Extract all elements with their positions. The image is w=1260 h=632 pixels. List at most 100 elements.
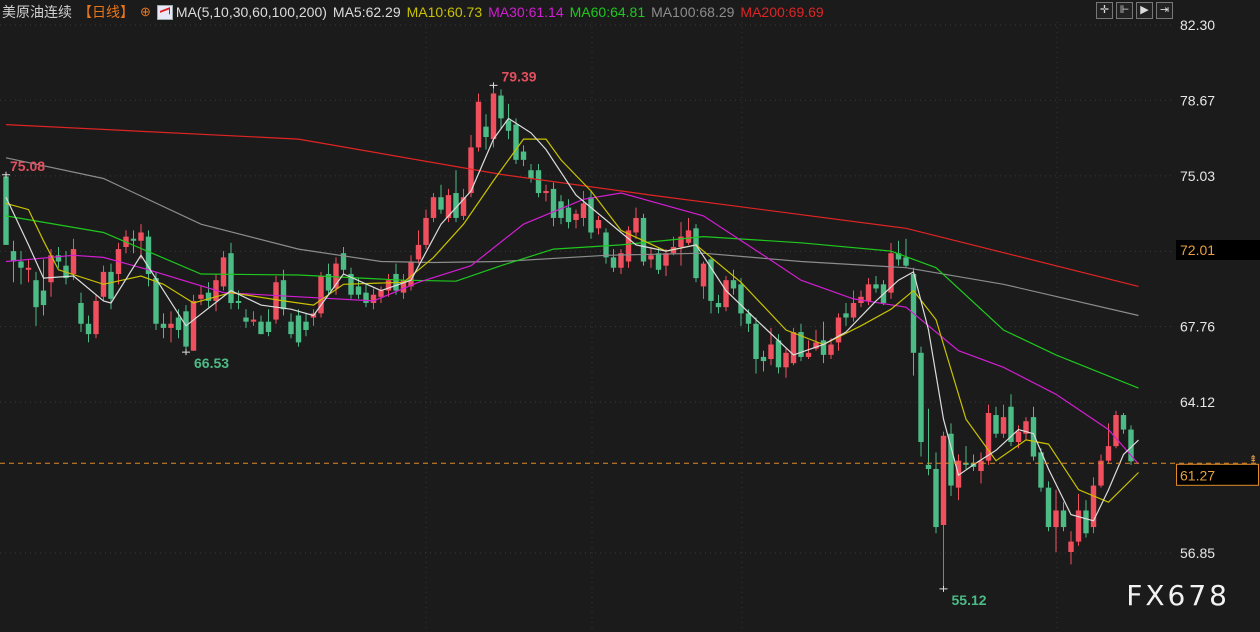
extreme-marker-icon (939, 585, 948, 592)
candle-up (790, 332, 797, 364)
candle-down (640, 217, 647, 262)
candle-down (925, 464, 932, 469)
play-icon[interactable]: ▶ (1136, 2, 1153, 19)
candle-up (93, 300, 99, 335)
candle-down (535, 170, 542, 194)
highlight-price-label: 72.01 (1180, 242, 1215, 258)
scroll-up-icon: ⇞ (1249, 454, 1257, 465)
y-tick-label: 56.85 (1180, 545, 1215, 561)
candle-up (835, 317, 842, 343)
candle-down (820, 340, 827, 355)
candle-down (1083, 510, 1089, 534)
candle-down (603, 232, 609, 258)
candle-down (775, 340, 782, 368)
candle-up (400, 280, 407, 293)
candle-down (258, 321, 264, 335)
candle-up (940, 435, 947, 525)
ma60-line (5, 215, 1139, 389)
candle-down (108, 271, 114, 299)
high-price-label: 75.08 (10, 158, 45, 174)
candle-up (865, 284, 872, 301)
symbol-name: 美原油连续 (2, 4, 72, 20)
candle-down (235, 300, 242, 304)
candle-down (175, 317, 182, 330)
candle-up (1023, 421, 1029, 434)
candle-up (573, 213, 579, 221)
candle-up (580, 203, 587, 218)
candle-up (1068, 541, 1074, 552)
y-tick-label: 78.67 (1180, 92, 1215, 108)
ma-indicator-icon[interactable] (156, 4, 173, 20)
candle-down (753, 323, 759, 360)
candle-up (1075, 510, 1082, 542)
ma-params[interactable]: MA(5,10,30,60,100,200) (175, 4, 327, 20)
candle-up (888, 253, 894, 293)
candle-up (273, 282, 279, 320)
candle-down (33, 280, 39, 308)
candle-up (423, 217, 429, 245)
candle-down (565, 207, 572, 223)
candle-down (948, 433, 954, 486)
candle-down (40, 290, 47, 306)
candle-down (453, 193, 459, 218)
candle-down (183, 311, 189, 347)
candle-up (333, 263, 339, 289)
circle-plus-icon[interactable]: ⊕ (140, 4, 151, 19)
candle-down (1038, 452, 1044, 488)
exit-icon[interactable]: ⇥ (1156, 2, 1173, 19)
candle-up (985, 412, 992, 461)
candle-down (295, 315, 302, 343)
candle-up (543, 190, 549, 194)
candle-down (78, 303, 84, 324)
candle-down (498, 95, 504, 119)
candle-up (415, 244, 422, 260)
candle-down (280, 280, 287, 310)
y-tick-label: 75.03 (1180, 168, 1215, 184)
candle-up (978, 460, 984, 472)
ma5-value: MA5:62.29 (332, 4, 401, 20)
candle-up (625, 230, 632, 262)
candle-down (1008, 406, 1014, 443)
candle-down (438, 197, 444, 210)
candle-down (760, 356, 767, 362)
candle-down (18, 261, 24, 268)
candle-down (520, 151, 527, 160)
candle-up (1090, 485, 1097, 528)
candle-up (1053, 510, 1059, 528)
candle-down (1045, 487, 1052, 528)
candle-up (813, 342, 819, 349)
ma10-line (5, 138, 1139, 503)
candle-down (715, 303, 722, 308)
candle-up (648, 255, 654, 260)
candle-down (550, 188, 557, 218)
candle-down (895, 253, 902, 260)
period-selector[interactable]: 【日线】 (78, 4, 134, 20)
candle-down (730, 280, 737, 289)
candle-down (228, 253, 234, 304)
candle-up (408, 261, 414, 287)
y-tick-label: 82.30 (1180, 17, 1215, 33)
candle-up (1105, 446, 1112, 461)
ma200-line (5, 124, 1139, 287)
candle-up (783, 352, 789, 368)
candle-up (475, 101, 482, 148)
extreme-marker-icon (2, 171, 10, 178)
chart-toolbar: ✛ ⊩ ▶ ⇥ (1096, 2, 1173, 19)
candle-down (363, 292, 369, 304)
candle-down (843, 313, 849, 318)
ma100-value: MA100:68.29 (651, 4, 735, 20)
crosshair-icon[interactable]: ✛ (1096, 2, 1113, 19)
extreme-marker-icon (182, 349, 190, 356)
candle-up (1015, 431, 1022, 443)
ma60-value: MA60:64.81 (569, 4, 646, 20)
candle-up (430, 197, 437, 218)
candle-down (153, 278, 159, 324)
candle-down (558, 201, 564, 218)
candle-up (250, 319, 257, 322)
zoom-range-icon[interactable]: ⊩ (1116, 2, 1133, 19)
candle-up (595, 220, 602, 229)
candle-down (513, 124, 519, 160)
candle-up (370, 294, 377, 304)
candle-down (10, 251, 17, 262)
